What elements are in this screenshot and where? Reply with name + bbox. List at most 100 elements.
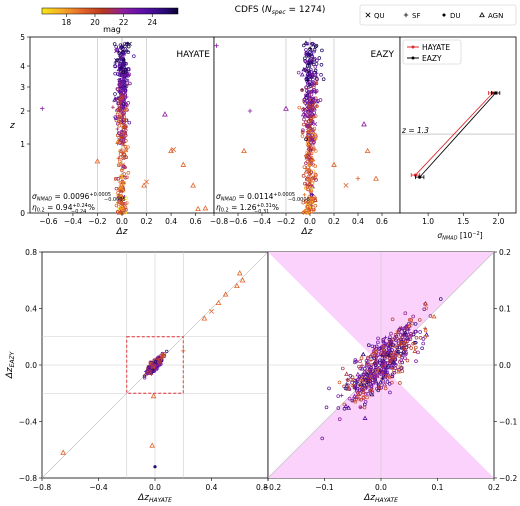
compare-point	[155, 359, 159, 363]
zoom-point	[363, 392, 368, 396]
hayate-point	[122, 69, 126, 74]
compare-point	[148, 361, 152, 365]
zoom-point	[398, 381, 402, 385]
compare-point	[158, 360, 162, 364]
eazy-point	[309, 210, 314, 214]
hayate-point	[118, 185, 123, 190]
eazy-point	[310, 135, 314, 139]
zoom-point	[381, 344, 385, 348]
zoom-point	[343, 403, 349, 408]
ytick-z-label: 1	[20, 140, 25, 149]
zoom-point	[414, 335, 419, 340]
zoom-point	[405, 358, 410, 363]
hayate-point	[112, 97, 118, 102]
zoom-point	[336, 406, 341, 410]
eazy-point	[314, 62, 319, 66]
hayate-point	[119, 173, 124, 178]
zoom-point	[376, 336, 380, 341]
eazy-point	[321, 77, 326, 81]
eazy-outlier	[364, 147, 371, 154]
zoom-point	[353, 400, 358, 404]
sigma-legend-hayate: HAYATE	[422, 43, 450, 52]
xtick-eazy-label: 0.2	[328, 217, 340, 226]
eazy-point	[312, 126, 317, 131]
zoom-point	[362, 366, 367, 371]
ytick-zoom-label: 0.0	[499, 361, 511, 370]
eazy-point	[314, 98, 320, 104]
hayate-outlier	[144, 179, 150, 185]
eazy-eta-lo: −0.31	[254, 209, 269, 215]
legend-marker-du	[442, 13, 446, 17]
hayate-point	[117, 121, 121, 125]
zoom-point	[393, 366, 398, 371]
eazy-point	[312, 48, 317, 52]
eazy-point	[296, 70, 301, 75]
zoom-point	[376, 340, 380, 345]
hayate-point	[115, 138, 121, 144]
zoom-point	[392, 350, 397, 355]
eazy-point	[300, 134, 305, 138]
hayate-point	[124, 47, 130, 53]
eazy-point	[311, 158, 316, 163]
xtick-zoom-label: 0.2	[488, 483, 500, 492]
xtick-eazy-label: 0.4	[352, 217, 364, 226]
eazy-point	[312, 58, 316, 62]
zoom-point	[386, 346, 391, 351]
hayate-point	[115, 58, 119, 63]
eazy-point	[308, 111, 313, 115]
zoom-point	[353, 379, 358, 383]
hayate-point	[122, 208, 127, 212]
zoom-box	[126, 336, 184, 394]
eazy-point	[304, 161, 308, 166]
eazy-point	[312, 89, 316, 94]
eazy-point	[302, 98, 306, 102]
hayate-outlier	[195, 205, 201, 212]
xtick-zoom-label: −0.2	[263, 483, 281, 492]
hayate-point	[126, 171, 131, 175]
sigma-legend-eazy: EAZY	[422, 54, 442, 63]
hayate-point	[124, 118, 128, 122]
hayate-point	[120, 134, 124, 139]
eazy-point	[304, 154, 310, 160]
compare-point	[160, 353, 165, 357]
xtick-compare-label: 0.0	[149, 483, 161, 492]
eazy-point	[309, 203, 314, 208]
hayate-eta-lo: −0.24	[71, 209, 86, 215]
hayate-point	[111, 105, 115, 110]
zoom-point	[384, 373, 390, 378]
zoom-point	[359, 397, 363, 402]
zoom-point	[345, 378, 350, 382]
xtick-hayate-label: −0.6	[39, 217, 57, 226]
zoom-point	[418, 336, 423, 340]
compare-outlier	[150, 393, 157, 399]
hayate-outlier	[202, 205, 209, 211]
colorbar-tick-label: 22	[119, 18, 129, 27]
eazy-point	[302, 122, 306, 127]
hayate-point	[117, 180, 122, 184]
zoom-point	[380, 376, 385, 381]
zoom-point	[414, 359, 418, 363]
zoom-point	[397, 345, 401, 350]
hayate-point	[122, 58, 126, 62]
hayate-point	[123, 101, 128, 106]
zoom-point	[361, 376, 366, 381]
zoom-point	[358, 388, 362, 392]
eazy-point	[307, 96, 311, 100]
zoom-point	[364, 362, 370, 367]
eazy-point	[310, 199, 314, 203]
hayate-point	[121, 139, 126, 143]
hayate-point	[123, 106, 129, 112]
eazy-point	[313, 164, 318, 168]
legend-label-du: DU	[450, 12, 461, 20]
hayate-point	[126, 50, 131, 54]
eazy-point	[313, 203, 318, 208]
sigma-z-label: z = 1.3	[401, 126, 429, 135]
zoom-point	[390, 317, 395, 322]
zoom-point	[431, 313, 437, 319]
zoom-point	[406, 331, 412, 337]
zoom-point	[365, 373, 370, 377]
hayate-point	[121, 51, 126, 56]
hayate-point	[123, 133, 128, 138]
eazy-point	[302, 43, 306, 48]
hayate-point	[127, 120, 132, 125]
